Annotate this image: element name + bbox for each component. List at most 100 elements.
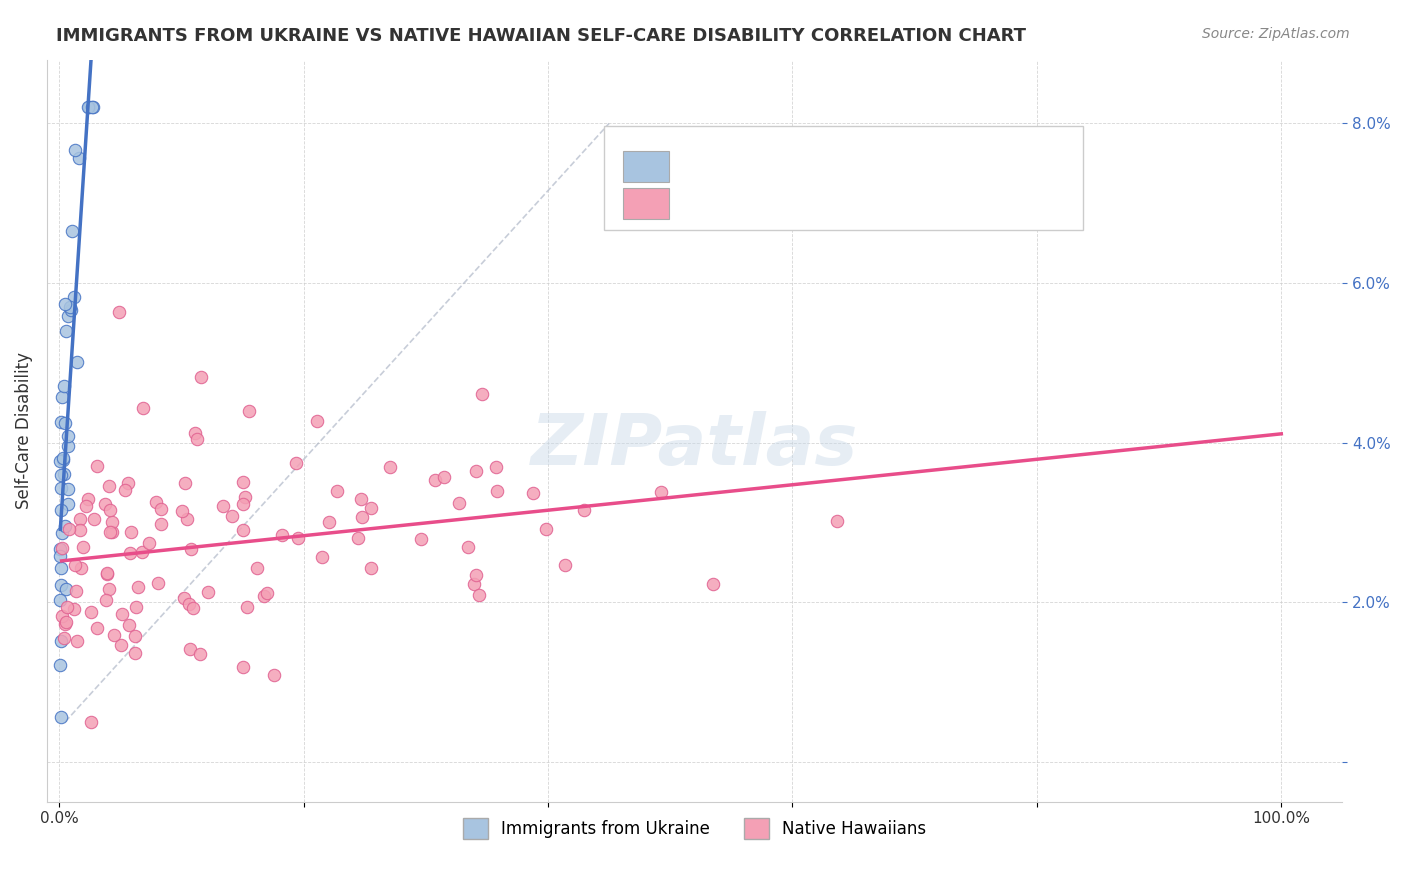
- Immigrants from Ukraine: [51, 578, 73, 592]
- Native Hawaiians: [572, 503, 595, 517]
- Text: Source: ZipAtlas.com: Source: ZipAtlas.com: [1202, 27, 1350, 41]
- Immigrants from Ukraine: [52, 378, 75, 392]
- Immigrants from Ukraine: [53, 297, 76, 311]
- Native Hawaiians: [233, 491, 256, 505]
- Native Hawaiians: [186, 432, 208, 446]
- Native Hawaiians: [83, 512, 105, 526]
- Immigrants from Ukraine: [63, 290, 86, 304]
- Native Hawaiians: [236, 599, 259, 614]
- Native Hawaiians: [75, 499, 97, 513]
- Native Hawaiians: [65, 558, 87, 572]
- Native Hawaiians: [486, 484, 509, 499]
- Native Hawaiians: [80, 714, 103, 729]
- Immigrants from Ukraine: [56, 309, 79, 323]
- Native Hawaiians: [650, 485, 672, 500]
- Native Hawaiians: [150, 516, 173, 531]
- Native Hawaiians: [325, 484, 347, 499]
- Native Hawaiians: [350, 509, 373, 524]
- Native Hawaiians: [96, 567, 118, 582]
- Native Hawaiians: [270, 528, 292, 542]
- Legend: Immigrants from Ukraine, Native Hawaiians: Immigrants from Ukraine, Native Hawaiian…: [457, 812, 932, 846]
- Immigrants from Ukraine: [67, 151, 90, 165]
- Native Hawaiians: [124, 599, 146, 614]
- Immigrants from Ukraine: [55, 582, 77, 596]
- Y-axis label: Self-Care Disability: Self-Care Disability: [15, 352, 32, 509]
- Immigrants from Ukraine: [77, 100, 100, 114]
- Native Hawaiians: [94, 497, 117, 511]
- Native Hawaiians: [146, 576, 169, 591]
- Native Hawaiians: [65, 584, 87, 599]
- Native Hawaiians: [307, 414, 329, 428]
- Immigrants from Ukraine: [56, 497, 79, 511]
- Native Hawaiians: [180, 541, 202, 556]
- Immigrants from Ukraine: [82, 100, 104, 114]
- Native Hawaiians: [433, 470, 456, 484]
- Native Hawaiians: [117, 475, 139, 490]
- Immigrants from Ukraine: [65, 355, 87, 369]
- Native Hawaiians: [51, 609, 73, 624]
- Native Hawaiians: [457, 540, 479, 554]
- Immigrants from Ukraine: [49, 453, 72, 467]
- Native Hawaiians: [256, 585, 278, 599]
- Native Hawaiians: [52, 631, 75, 645]
- Text: ZIPatlas: ZIPatlas: [531, 411, 858, 480]
- Native Hawaiians: [55, 615, 77, 629]
- Immigrants from Ukraine: [58, 482, 80, 496]
- Native Hawaiians: [51, 541, 73, 556]
- Native Hawaiians: [287, 531, 309, 545]
- Native Hawaiians: [98, 503, 121, 517]
- Immigrants from Ukraine: [56, 429, 79, 443]
- Native Hawaiians: [145, 495, 167, 509]
- Immigrants from Ukraine: [53, 519, 76, 533]
- Native Hawaiians: [263, 667, 285, 681]
- Native Hawaiians: [110, 638, 132, 652]
- Native Hawaiians: [554, 558, 576, 572]
- Native Hawaiians: [118, 618, 141, 632]
- Native Hawaiians: [69, 523, 91, 537]
- Native Hawaiians: [62, 602, 84, 616]
- Native Hawaiians: [378, 459, 401, 474]
- Native Hawaiians: [197, 585, 219, 599]
- Native Hawaiians: [124, 646, 146, 660]
- Native Hawaiians: [103, 627, 125, 641]
- Native Hawaiians: [55, 600, 77, 615]
- Native Hawaiians: [120, 524, 142, 539]
- Native Hawaiians: [471, 386, 494, 401]
- Native Hawaiians: [534, 522, 557, 536]
- Immigrants from Ukraine: [52, 467, 75, 481]
- FancyBboxPatch shape: [605, 127, 1083, 230]
- Immigrants from Ukraine: [51, 526, 73, 541]
- Native Hawaiians: [463, 577, 485, 591]
- Native Hawaiians: [174, 476, 197, 491]
- Native Hawaiians: [53, 617, 76, 632]
- Native Hawaiians: [131, 545, 153, 559]
- Native Hawaiians: [232, 523, 254, 537]
- Native Hawaiians: [702, 577, 724, 591]
- Native Hawaiians: [111, 607, 134, 621]
- Native Hawaiians: [825, 515, 848, 529]
- Native Hawaiians: [127, 580, 149, 594]
- Native Hawaiians: [96, 566, 118, 580]
- Native Hawaiians: [346, 531, 368, 545]
- Native Hawaiians: [179, 598, 201, 612]
- Immigrants from Ukraine: [65, 143, 87, 157]
- Native Hawaiians: [138, 536, 160, 550]
- Native Hawaiians: [118, 545, 141, 559]
- Native Hawaiians: [231, 660, 253, 674]
- Native Hawaiians: [150, 501, 173, 516]
- Native Hawaiians: [212, 499, 235, 513]
- Native Hawaiians: [467, 588, 489, 602]
- Immigrants from Ukraine: [52, 453, 75, 467]
- Native Hawaiians: [188, 647, 211, 661]
- Native Hawaiians: [179, 641, 201, 656]
- Text: IMMIGRANTS FROM UKRAINE VS NATIVE HAWAIIAN SELF-CARE DISABILITY CORRELATION CHAR: IMMIGRANTS FROM UKRAINE VS NATIVE HAWAII…: [56, 27, 1026, 45]
- Native Hawaiians: [86, 459, 108, 474]
- Native Hawaiians: [522, 486, 544, 500]
- Native Hawaiians: [181, 601, 204, 615]
- Immigrants from Ukraine: [59, 300, 82, 314]
- Immigrants from Ukraine: [53, 416, 76, 430]
- Native Hawaiians: [100, 524, 122, 539]
- Text: R = 0.359   N = 40
R = 0.246   N = 110: R = 0.359 N = 40 R = 0.246 N = 110: [695, 141, 876, 180]
- Native Hawaiians: [190, 370, 212, 384]
- Immigrants from Ukraine: [51, 390, 73, 404]
